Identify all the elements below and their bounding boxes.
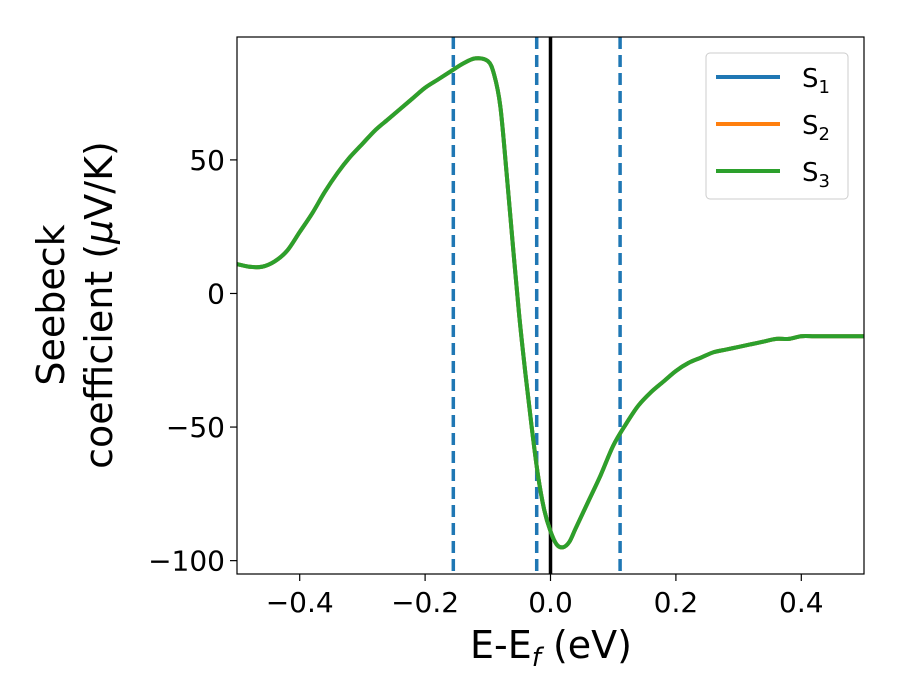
- y-tick-label: 0: [207, 277, 225, 310]
- x-tick-label: 0.4: [779, 586, 824, 619]
- legend: S1 S2 S3: [705, 52, 849, 200]
- vertical-lines: [451, 37, 622, 574]
- y-axis-label: Seebeck coefficient (μV/K): [29, 141, 121, 469]
- x-tick-label: 0.0: [528, 586, 573, 619]
- y-tick-label: −100: [148, 545, 225, 578]
- x-tick-label: −0.2: [391, 586, 459, 619]
- x-axis-ticks: −0.4 −0.2 0.0 0.2 0.4: [266, 574, 824, 619]
- y-axis-label-line2: coefficient (μV/K): [77, 141, 121, 469]
- y-tick-label: 50: [189, 144, 225, 177]
- legend-label-s1: S1: [802, 64, 830, 98]
- y-tick-label: −50: [166, 411, 225, 444]
- x-axis-label: E-Ef (eV): [470, 623, 632, 673]
- legend-label-s3: S3: [802, 158, 830, 192]
- series-lines: [237, 56, 864, 550]
- legend-label-s2: S2: [802, 111, 830, 145]
- series-line-s3: [237, 56, 864, 550]
- y-axis-label-line1: Seebeck: [29, 224, 73, 385]
- y-axis-ticks: 50 0 −50 −100: [148, 144, 237, 578]
- x-tick-label: 0.2: [654, 586, 699, 619]
- x-tick-label: −0.4: [266, 586, 334, 619]
